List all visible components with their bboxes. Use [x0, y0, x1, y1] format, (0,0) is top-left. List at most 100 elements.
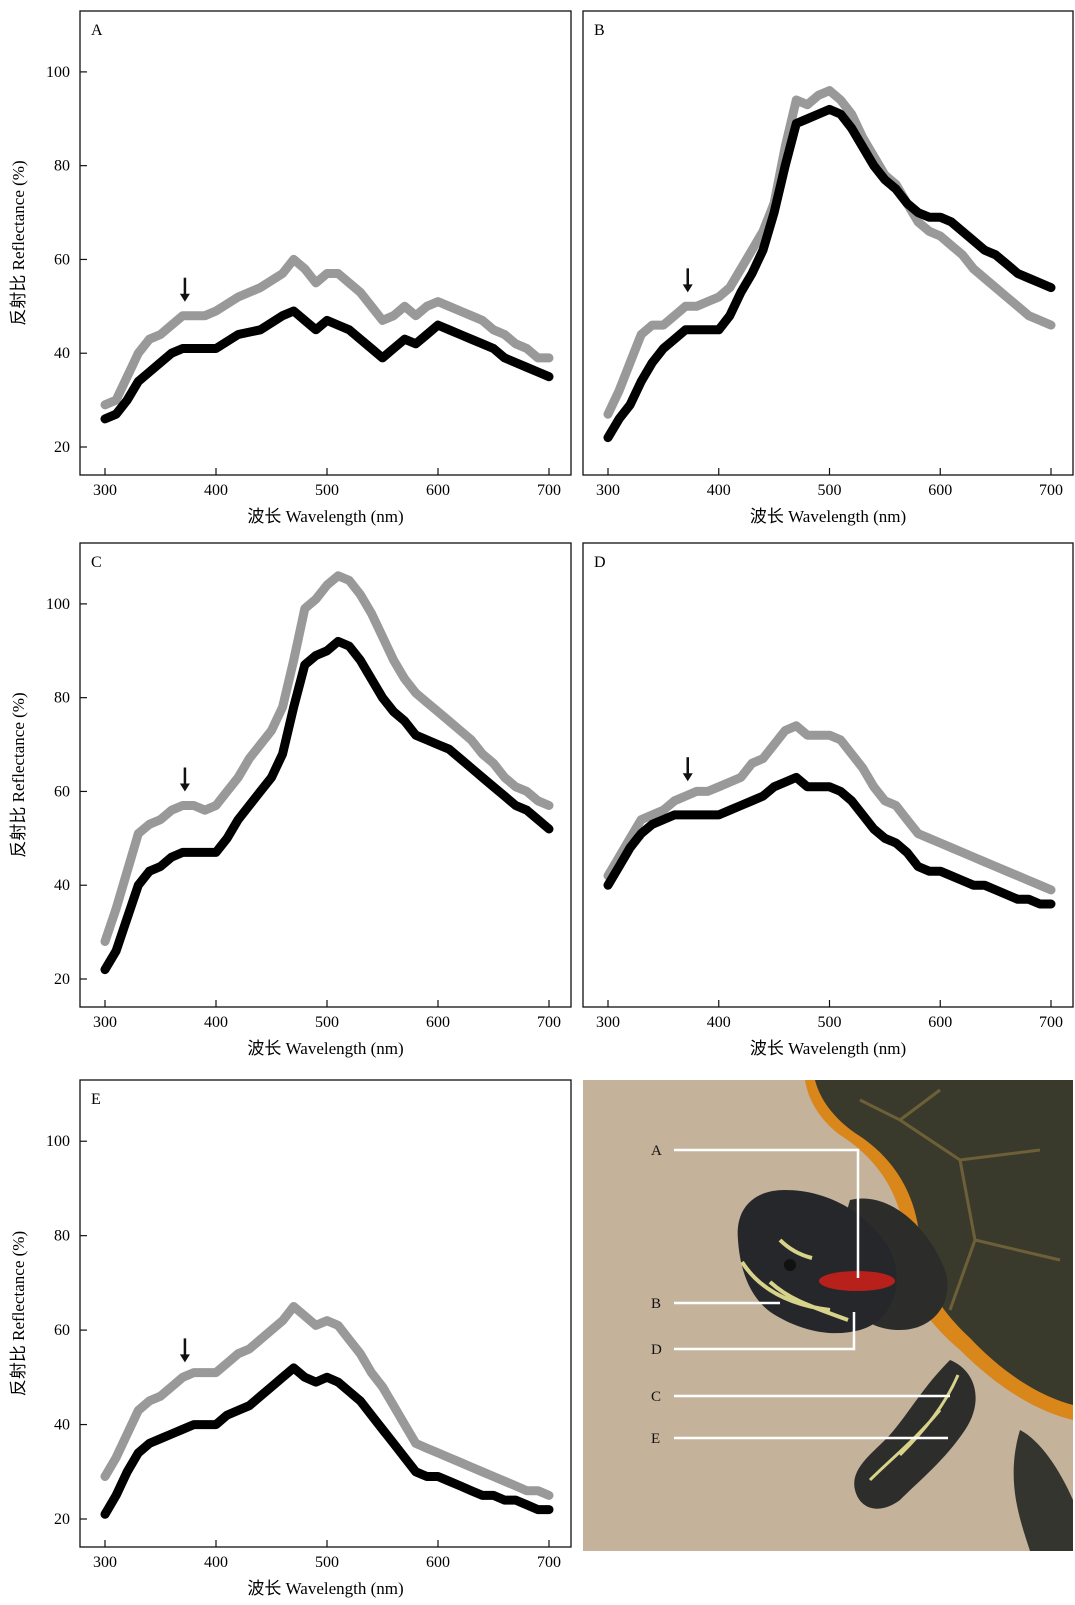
data-point	[445, 302, 453, 310]
data-point	[245, 1345, 253, 1353]
data-point	[212, 345, 220, 352]
data-point	[759, 246, 767, 254]
data-point	[826, 783, 833, 791]
data-point	[112, 410, 120, 418]
chart-panels: A 300 400 500 600 700 20 40 60 80 100 波长 Wavelength…	[9, 10, 1074, 1598]
data-point	[848, 110, 856, 118]
data-point	[615, 415, 623, 423]
data-point	[467, 335, 475, 343]
data-point	[545, 802, 553, 809]
data-point	[112, 1491, 120, 1499]
data-point	[1025, 312, 1033, 320]
data-point	[201, 1369, 209, 1377]
data-point	[234, 293, 242, 301]
data-point	[715, 326, 723, 334]
chart-panel-d: D 300 400 500 600 700 波长 Wavelength (nm)	[582, 542, 1074, 1058]
data-point	[168, 806, 176, 814]
data-point	[390, 1439, 398, 1447]
data-point	[501, 1477, 509, 1485]
data-point	[323, 316, 331, 324]
data-point	[234, 773, 242, 781]
photo-label-d: D	[651, 1342, 662, 1358]
data-point	[870, 825, 878, 833]
data-point	[1014, 302, 1022, 310]
data-point	[367, 302, 375, 310]
data-point	[279, 703, 287, 711]
data-point	[234, 331, 242, 338]
y-tick-label: 20	[54, 971, 70, 988]
data-point	[101, 415, 109, 423]
data-point	[290, 1303, 298, 1310]
data-point	[390, 312, 398, 320]
data-point	[748, 246, 756, 254]
data-point	[545, 825, 553, 833]
data-point	[992, 284, 1000, 292]
x-tick-label: 600	[928, 482, 952, 499]
data-point	[390, 1402, 398, 1410]
data-point	[401, 717, 409, 725]
data-point	[367, 1369, 375, 1377]
data-point	[682, 792, 689, 800]
data-point	[925, 227, 933, 235]
series-line-grey	[100, 254, 554, 410]
data-point	[134, 830, 142, 838]
data-point	[512, 1482, 520, 1490]
data-point	[848, 797, 856, 805]
data-point	[781, 727, 789, 734]
x-axis-label: 波长 Wavelength (nm)	[750, 507, 906, 526]
x-tick-label: 600	[426, 1014, 450, 1031]
y-tick-label: 100	[46, 596, 70, 613]
data-point	[534, 354, 542, 362]
data-point	[401, 675, 409, 683]
data-point	[925, 834, 933, 842]
data-point	[190, 312, 198, 320]
x-tick-label: 300	[93, 482, 117, 499]
data-point	[290, 307, 298, 315]
data-point	[157, 1392, 164, 1400]
data-point	[323, 270, 331, 277]
data-point	[434, 321, 442, 329]
data-point	[345, 279, 353, 287]
data-point	[279, 270, 287, 277]
data-point	[434, 741, 442, 749]
data-point	[423, 698, 431, 706]
data-point	[637, 331, 645, 338]
x-tick-label: 400	[204, 1014, 228, 1031]
data-point	[179, 1425, 187, 1433]
data-point	[412, 312, 420, 320]
x-tick-label: 400	[204, 482, 228, 499]
data-point	[870, 162, 878, 170]
data-point	[490, 759, 497, 767]
data-point	[201, 806, 209, 814]
data-point	[947, 844, 955, 852]
data-point	[168, 321, 176, 329]
data-point	[648, 820, 656, 828]
data-point	[168, 853, 176, 861]
data-point	[803, 783, 811, 791]
data-point	[334, 1378, 342, 1386]
data-point	[671, 797, 678, 805]
y-tick-label: 80	[54, 690, 70, 707]
turtle-photo: A B D C E	[583, 1080, 1073, 1551]
data-point	[379, 354, 386, 362]
data-point	[726, 778, 734, 786]
data-point	[145, 368, 153, 376]
data-point	[478, 750, 486, 758]
data-point	[190, 1369, 198, 1377]
data-point	[545, 354, 553, 362]
data-point	[523, 787, 531, 795]
data-point	[312, 595, 320, 603]
data-point	[1014, 872, 1022, 880]
x-tick-label: 500	[818, 1014, 842, 1031]
x-axis-label: 波长 Wavelength (nm)	[750, 1039, 906, 1058]
data-point	[759, 755, 767, 763]
data-point	[123, 914, 131, 922]
data-point	[434, 1449, 442, 1457]
data-point	[615, 387, 623, 395]
chart-panel-a: A 300 400 500 600 700 20 40 60 80 100 波长 Wavelength…	[9, 10, 572, 526]
data-point	[1036, 279, 1044, 287]
data-point	[826, 105, 833, 113]
data-point	[334, 270, 342, 277]
data-point	[947, 872, 955, 880]
data-point	[914, 209, 922, 217]
